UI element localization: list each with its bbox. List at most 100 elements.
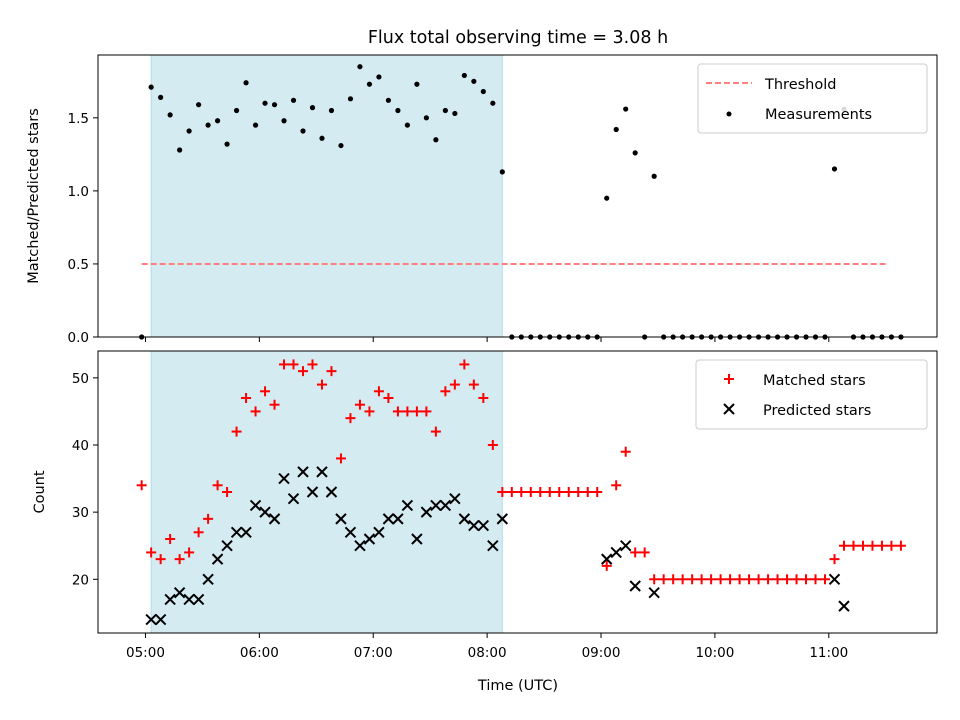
matched-star-point xyxy=(487,440,498,450)
matched-star-point xyxy=(212,480,223,491)
predicted-star-point xyxy=(211,553,224,565)
predicted-star-point xyxy=(145,613,157,626)
predicted-star-point xyxy=(278,472,290,485)
y-tick-label: 40 xyxy=(72,438,89,454)
predicted-star-point xyxy=(335,513,347,525)
x-b xyxy=(392,513,404,525)
measurement-point xyxy=(167,112,173,118)
ratio-x-ticks xyxy=(144,337,830,342)
measurement-point xyxy=(357,64,363,70)
measurement-point xyxy=(338,142,344,149)
x-b xyxy=(268,513,281,525)
matched-star-point xyxy=(203,513,214,524)
x-b xyxy=(192,593,205,606)
predicted-star-point xyxy=(354,540,366,552)
matched-star-point xyxy=(791,574,802,585)
x-b xyxy=(601,553,613,565)
y-tick-label: 20 xyxy=(72,572,89,588)
x-tick-label: 08:00 xyxy=(468,645,507,661)
y-tick-label: 0.0 xyxy=(68,330,89,346)
chart-title: Flux total observing time = 3.08 h xyxy=(368,28,668,48)
predicted-star-point xyxy=(420,506,433,518)
measurement-point xyxy=(214,118,221,124)
x-b xyxy=(202,573,214,585)
matched-star-point xyxy=(649,574,660,585)
measurement-point xyxy=(623,106,629,112)
predicted-stars-points xyxy=(145,466,850,626)
matched-star-point xyxy=(801,574,812,585)
predicted-star-point xyxy=(411,533,423,545)
legend-predicted-label: Predicted stars xyxy=(763,403,871,419)
measurement-point xyxy=(328,107,335,114)
ratio-legend: Threshold Measurements xyxy=(697,63,928,134)
predicted-star-point xyxy=(306,486,319,498)
x-b xyxy=(468,519,480,532)
y-tick-label: 1.5 xyxy=(68,111,89,127)
matched-star-point xyxy=(639,547,650,558)
legend-plus-marker xyxy=(724,374,734,384)
matched-star-point xyxy=(364,406,375,417)
matched-star-point xyxy=(165,534,176,544)
measurement-point xyxy=(309,105,316,111)
matched-star-point xyxy=(848,540,859,551)
matched-star-point xyxy=(838,540,849,551)
matched-star-point xyxy=(715,574,726,585)
measurement-point xyxy=(205,122,211,128)
matched-star-point xyxy=(383,393,394,403)
matched-star-point xyxy=(440,386,451,397)
matched-star-point xyxy=(744,574,755,585)
measurement-point xyxy=(442,107,448,114)
predicted-star-point xyxy=(240,526,252,538)
matched-star-point xyxy=(155,554,166,565)
matched-star-point xyxy=(687,574,698,585)
matched-star-point xyxy=(563,487,574,497)
observing-span-bottom xyxy=(150,350,503,634)
x-b xyxy=(230,526,243,538)
x-b xyxy=(145,613,157,626)
matched-stars-points xyxy=(136,359,906,585)
measurement-point xyxy=(632,150,638,156)
count-panel: 20 30 40 50 05:00 06:00 07:00 08:00 09:00 10:00 1… xyxy=(32,350,938,694)
x-b xyxy=(335,513,347,525)
predicted-star-point xyxy=(297,466,309,478)
matched-star-point xyxy=(658,574,669,585)
predicted-star-point xyxy=(619,540,632,552)
predicted-star-point xyxy=(838,600,850,612)
matched-star-point xyxy=(895,540,906,551)
matched-star-point xyxy=(241,393,252,403)
matched-star-point xyxy=(696,574,707,585)
matched-star-point xyxy=(373,386,384,397)
measurement-point xyxy=(414,81,420,87)
x-b xyxy=(259,506,271,518)
measurement-point xyxy=(604,195,610,201)
x-b xyxy=(610,546,622,559)
predicted-star-point xyxy=(439,499,452,512)
matched-star-point xyxy=(782,574,793,585)
measurement-point xyxy=(461,72,467,79)
x-tick-label: 07:00 xyxy=(354,645,393,661)
matched-star-point xyxy=(772,574,783,585)
predicted-star-point xyxy=(430,499,442,512)
measurement-point xyxy=(376,74,382,80)
matched-star-point xyxy=(725,574,736,585)
matched-star-point xyxy=(857,540,868,551)
matched-star-point xyxy=(184,547,195,558)
matched-star-point xyxy=(222,487,233,497)
matched-star-point xyxy=(820,574,831,585)
measurement-point xyxy=(433,137,439,143)
matched-star-point xyxy=(250,406,261,417)
x-b xyxy=(249,499,262,512)
predicted-star-point xyxy=(344,526,357,538)
x-b xyxy=(449,493,461,505)
predicted-star-point xyxy=(449,493,461,505)
matched-star-point xyxy=(734,574,745,585)
matched-star-point xyxy=(402,406,413,417)
legend-predicted-swatch xyxy=(723,403,735,415)
x-b xyxy=(477,519,490,532)
x-b xyxy=(411,533,423,545)
x-tick-label: 09:00 xyxy=(582,645,621,661)
matched-star-point xyxy=(525,487,536,497)
measurement-point xyxy=(471,78,477,84)
x-b xyxy=(278,472,290,485)
